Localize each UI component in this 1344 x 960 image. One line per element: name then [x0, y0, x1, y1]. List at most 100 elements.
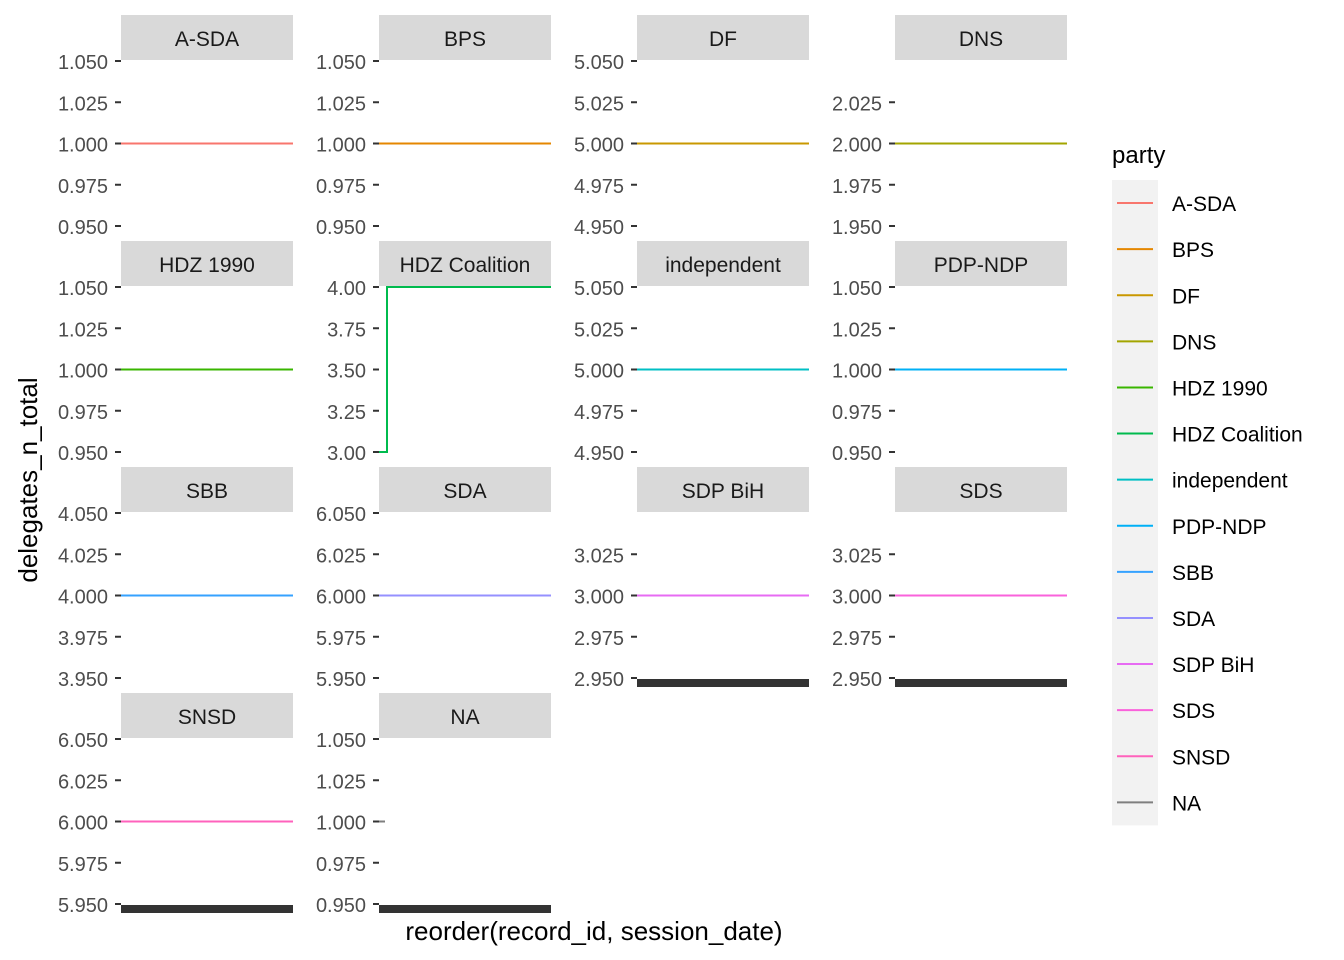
facet-sbb: 3.950 3.975 4.000 4.025 4.050 SBB — [58, 467, 293, 691]
y-tick-label: 5.950 — [58, 895, 108, 917]
y-tick-label: 4.050 — [58, 504, 108, 526]
y-tick-label: 0.975 — [316, 854, 366, 876]
y-tick-label: 0.975 — [832, 402, 882, 424]
facet-hdz-coalition: 3.00 3.25 3.50 3.75 4.00 HDZ Coalition — [327, 241, 551, 465]
facet-strip-label: SBB — [186, 480, 228, 503]
y-tick-label: 4.975 — [574, 176, 624, 198]
legend-entry-label: SDS — [1172, 700, 1215, 723]
y-tick-label: 3.950 — [58, 669, 108, 691]
facet-bps: 0.950 0.975 1.000 1.025 1.050 BPS — [316, 15, 551, 239]
y-tick-label: 0.950 — [58, 443, 108, 465]
y-tick-label: 1.050 — [316, 730, 366, 752]
legend: party A-SDA BPS DF DNS HDZ 1990 HDZ Coalition… — [1112, 142, 1303, 826]
facet-strip — [637, 15, 809, 60]
y-tick-label: 2.025 — [832, 93, 882, 115]
y-tick-label: 6.050 — [58, 730, 108, 752]
y-tick-label: 3.25 — [327, 402, 366, 424]
y-tick-label: 6.025 — [316, 545, 366, 567]
facet-strip — [895, 15, 1067, 60]
legend-entry-label: SDP BiH — [1172, 654, 1254, 677]
y-tick-label: 5.050 — [574, 278, 624, 300]
y-tick-label: 5.025 — [574, 319, 624, 341]
facet-strip — [895, 467, 1067, 512]
legend-entry-label: BPS — [1172, 239, 1214, 262]
x-axis-title: reorder(record_id, session_date) — [405, 916, 782, 946]
y-tick-label: 0.950 — [316, 895, 366, 917]
legend-entry-label: DF — [1172, 285, 1200, 308]
legend-entry-label: A-SDA — [1172, 193, 1236, 216]
facet-na: 0.950 0.975 1.000 1.025 1.050 NA — [316, 693, 551, 917]
y-tick-label: 5.000 — [574, 135, 624, 157]
legend-entry-label: HDZ 1990 — [1172, 377, 1268, 400]
legend-entry-label: SNSD — [1172, 746, 1230, 769]
y-tick-label: 6.050 — [316, 504, 366, 526]
y-tick-label: 3.000 — [832, 587, 882, 609]
facet-df: 4.950 4.975 5.000 5.025 5.050 DF — [574, 15, 809, 239]
facet-pdp-ndp: 0.950 0.975 1.000 1.025 1.050 PDP-NDP — [832, 241, 1067, 465]
y-tick-label: 3.025 — [574, 545, 624, 567]
facet-strip — [121, 15, 293, 60]
y-tick-label: 1.025 — [316, 771, 366, 793]
facet-strip — [379, 241, 551, 286]
y-tick-label: 4.025 — [58, 545, 108, 567]
facet-strip-label: BPS — [444, 28, 486, 51]
facet-hdz-1990: 0.950 0.975 1.000 1.025 1.050 HDZ 1990 — [58, 241, 293, 465]
y-tick-label: 1.025 — [58, 319, 108, 341]
facet-strip — [121, 467, 293, 512]
facet-dns: 1.950 1.975 2.000 2.025 DNS — [832, 15, 1067, 239]
y-tick-label: 5.975 — [58, 854, 108, 876]
facet-strip — [121, 241, 293, 286]
y-tick-label: 6.025 — [58, 771, 108, 793]
y-tick-label: 4.000 — [58, 587, 108, 609]
facet-strip-label: SDA — [443, 480, 486, 503]
y-tick-label: 5.950 — [316, 669, 366, 691]
y-tick-label: 3.975 — [58, 628, 108, 650]
y-tick-label: 0.950 — [58, 217, 108, 239]
y-tick-label: 1.050 — [832, 278, 882, 300]
facet-strip-label: independent — [665, 254, 781, 277]
y-tick-label: 1.050 — [316, 52, 366, 74]
y-tick-label: 1.050 — [58, 278, 108, 300]
legend-entry-label: SDA — [1172, 608, 1215, 631]
facet-strip-label: DF — [709, 28, 737, 51]
y-tick-label: 1.000 — [316, 813, 366, 835]
y-tick-label: 2.000 — [832, 135, 882, 157]
facet-strip — [121, 693, 293, 738]
legend-entry-label: SBB — [1172, 562, 1214, 585]
y-tick-label: 1.025 — [832, 319, 882, 341]
facet-strip-label: SNSD — [178, 706, 236, 729]
y-tick-label: 6.000 — [58, 813, 108, 835]
facet-strip-label: SDS — [959, 480, 1002, 503]
y-tick-label: 3.025 — [832, 545, 882, 567]
series-line — [379, 286, 551, 453]
facet-strip-label: PDP-NDP — [934, 254, 1029, 277]
legend-entry-label: PDP-NDP — [1172, 516, 1267, 539]
y-tick-label: 4.950 — [574, 217, 624, 239]
y-tick-label: 1.000 — [832, 361, 882, 383]
y-tick-label: 0.975 — [58, 402, 108, 424]
y-tick-label: 0.975 — [58, 176, 108, 198]
y-tick-label: 4.975 — [574, 402, 624, 424]
legend-entry-label: DNS — [1172, 331, 1216, 354]
facet-strip — [637, 241, 809, 286]
y-tick-label: 5.975 — [316, 628, 366, 650]
y-tick-label: 2.950 — [574, 669, 624, 691]
facet-strip — [379, 15, 551, 60]
y-tick-label: 3.000 — [574, 587, 624, 609]
y-tick-label: 5.050 — [574, 52, 624, 74]
y-tick-label: 0.975 — [316, 176, 366, 198]
facet-strip-label: DNS — [959, 28, 1003, 51]
facet-strip — [637, 467, 809, 512]
y-tick-label: 5.000 — [574, 361, 624, 383]
facet-panels: 0.950 0.975 1.000 1.025 1.050 A-SDA 0.950 0.975… — [58, 15, 1067, 917]
y-tick-label: 5.025 — [574, 93, 624, 115]
y-tick-label: 1.000 — [58, 361, 108, 383]
facet-sda: 5.950 5.975 6.000 6.025 6.050 SDA — [316, 467, 551, 691]
y-tick-label: 1.950 — [832, 217, 882, 239]
legend-entry-label: NA — [1172, 792, 1201, 815]
y-tick-label: 3.00 — [327, 443, 366, 465]
y-tick-label: 1.025 — [58, 93, 108, 115]
legend-entry-label: HDZ Coalition — [1172, 424, 1303, 447]
y-tick-label: 4.00 — [327, 278, 366, 300]
